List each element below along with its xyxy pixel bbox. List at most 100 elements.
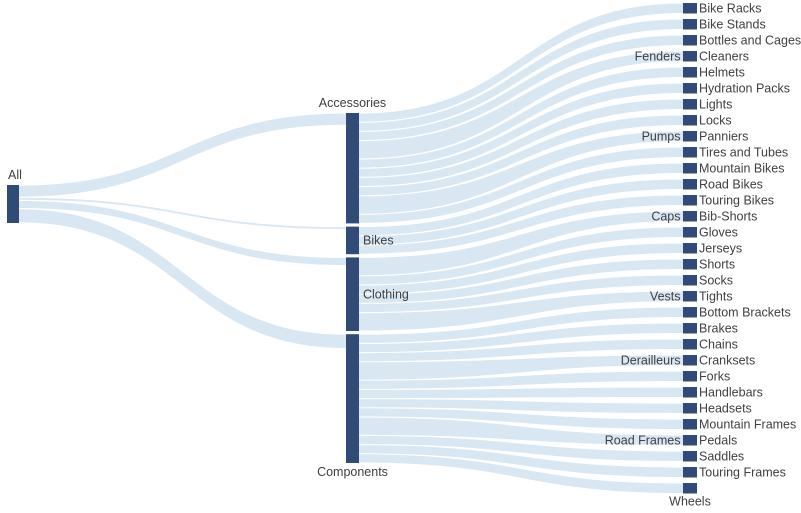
node-locks[interactable] (683, 115, 697, 126)
flow-clothing-socks[interactable] (359, 275, 683, 313)
flow-components-headsets[interactable] (359, 399, 683, 413)
node-tights[interactable] (683, 291, 697, 302)
flow-accessories-bike-stands[interactable] (359, 19, 683, 131)
node-bikes[interactable] (346, 226, 359, 255)
node-touring-bikes[interactable] (683, 195, 697, 206)
node-all[interactable] (7, 185, 19, 223)
node-panniers[interactable] (683, 131, 697, 142)
flow-components-bottom-brackets[interactable] (359, 307, 683, 343)
label-road-frames: Road Frames (605, 434, 681, 448)
flow-clothing-shorts[interactable] (359, 259, 683, 303)
node-brakes[interactable] (683, 323, 697, 334)
label-cranksets: Cranksets (699, 354, 755, 368)
flow-bikes-touring-bikes[interactable] (359, 195, 683, 254)
node-chains[interactable] (683, 339, 697, 350)
label-pumps: Pumps (642, 130, 681, 144)
node-bottom-brackets[interactable] (683, 307, 697, 318)
node-road-bikes[interactable] (683, 179, 697, 190)
label-hydration-packs: Hydration Packs (699, 82, 790, 96)
label-forks: Forks (699, 370, 730, 384)
flow-clothing-bib-shorts[interactable] (359, 211, 683, 276)
flow-all-clothing[interactable] (19, 201, 346, 266)
node-cleaners[interactable] (683, 51, 697, 62)
label-gloves: Gloves (699, 226, 738, 240)
flow-clothing-jerseys[interactable] (359, 243, 683, 294)
flow-components-cranksets[interactable] (359, 355, 683, 380)
label-caps: Caps (651, 210, 680, 224)
node-handlebars[interactable] (683, 387, 697, 398)
node-wheels[interactable] (683, 483, 697, 494)
label-bike-racks: Bike Racks (699, 2, 762, 16)
flow-clothing-gloves[interactable] (359, 227, 683, 285)
node-jerseys[interactable] (683, 243, 697, 254)
label-road-bikes: Road Bikes (699, 178, 763, 192)
flow-accessories-locks[interactable] (359, 115, 683, 196)
flow-components-pedals[interactable] (359, 417, 683, 446)
label-socks: Socks (699, 274, 733, 288)
node-bottles-and-cages[interactable] (683, 35, 697, 46)
flow-bikes-mountain-bikes[interactable] (359, 163, 683, 236)
label-clothing: Clothing (363, 288, 409, 302)
node-touring-frames[interactable] (683, 467, 697, 478)
flow-components-forks[interactable] (359, 371, 683, 389)
node-clothing[interactable] (346, 257, 359, 331)
flow-components-touring-frames[interactable] (359, 445, 683, 477)
flow-accessories-lights[interactable] (359, 99, 683, 187)
label-components: Components (317, 465, 388, 479)
flow-clothing-tights[interactable] (359, 291, 683, 331)
flow-components-wheels[interactable] (359, 454, 683, 493)
flow-accessories-bottles-and-cages[interactable] (359, 35, 683, 141)
node-forks[interactable] (683, 371, 697, 382)
label-panniers: Panniers (699, 130, 748, 144)
label-jerseys: Jerseys (699, 242, 742, 256)
node-bib-shorts[interactable] (683, 211, 697, 222)
node-cranksets[interactable] (683, 355, 697, 366)
label-touring-frames: Touring Frames (699, 466, 786, 480)
label-touring-bikes: Touring Bikes (699, 194, 774, 208)
flow-accessories-helmets[interactable] (359, 67, 683, 168)
label-vests: Vests (650, 290, 681, 304)
flow-accessories-hydration-packs[interactable] (359, 83, 683, 177)
flow-components-handlebars[interactable] (359, 387, 683, 399)
label-pedals: Pedals (699, 434, 737, 448)
node-tires-and-tubes[interactable] (683, 147, 697, 158)
node-mountain-frames[interactable] (683, 419, 697, 430)
node-socks[interactable] (683, 275, 697, 286)
node-headsets[interactable] (683, 403, 697, 414)
node-shorts[interactable] (683, 259, 697, 270)
node-hydration-packs[interactable] (683, 83, 697, 94)
label-derailleurs: Derailleurs (621, 354, 681, 368)
node-gloves[interactable] (683, 227, 697, 238)
label-lights: Lights (699, 98, 732, 112)
label-shorts: Shorts (699, 258, 735, 272)
node-lights[interactable] (683, 99, 697, 110)
flow-all-components[interactable] (19, 209, 346, 348)
node-bike-racks[interactable] (683, 3, 697, 14)
flow-components-chains[interactable] (359, 339, 683, 362)
node-components[interactable] (346, 334, 359, 463)
flow-components-brakes[interactable] (359, 323, 683, 353)
label-tights: Tights (699, 290, 733, 304)
label-saddles: Saddles (699, 450, 744, 464)
label-bottom-brackets: Bottom Brackets (699, 306, 791, 320)
flow-components-saddles[interactable] (359, 435, 683, 461)
label-locks: Locks (699, 114, 732, 128)
flow-accessories-panniers[interactable] (359, 131, 683, 214)
label-wheels: Wheels (669, 495, 711, 509)
flow-all-bikes[interactable] (19, 197, 346, 230)
node-bike-stands[interactable] (683, 19, 697, 30)
node-saddles[interactable] (683, 451, 697, 462)
label-bikes: Bikes (363, 234, 394, 248)
node-pedals[interactable] (683, 435, 697, 446)
node-mountain-bikes[interactable] (683, 163, 697, 174)
flow-accessories-cleaners[interactable] (359, 51, 683, 159)
flow-accessories-tires-and-tubes[interactable] (359, 147, 683, 223)
flow-accessories-bike-racks[interactable] (359, 3, 683, 122)
flow-bikes-road-bikes[interactable] (359, 179, 683, 245)
node-helmets[interactable] (683, 67, 697, 78)
flow-all-accessories[interactable] (19, 113, 346, 197)
flow-components-mountain-frames[interactable] (359, 408, 683, 429)
node-accessories[interactable] (346, 113, 359, 224)
label-bottles-and-cages: Bottles and Cages (699, 34, 801, 48)
